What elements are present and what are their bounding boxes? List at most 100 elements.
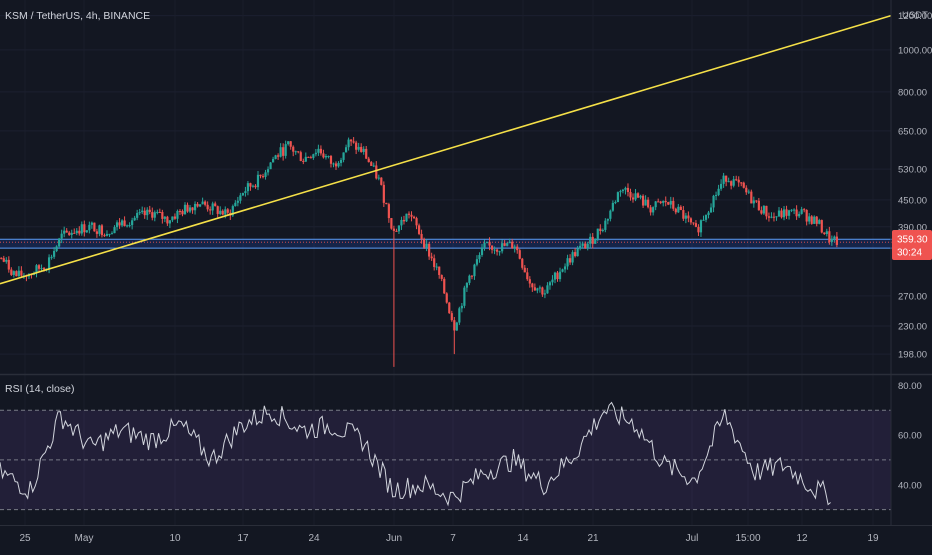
time-tick-label: 17 bbox=[237, 533, 249, 544]
price-axis[interactable]: 1200.00 1000.00 800.00 650.00 530.00 450.00 39… bbox=[898, 11, 932, 360]
candle-down bbox=[173, 216, 177, 219]
candle-up bbox=[17, 270, 20, 277]
candle-up bbox=[712, 195, 715, 208]
candle-up bbox=[808, 216, 811, 222]
candle-down bbox=[15, 271, 18, 277]
candle-down bbox=[78, 230, 81, 234]
candle-up bbox=[699, 220, 703, 233]
trendline bbox=[0, 14, 892, 285]
candle-down bbox=[42, 268, 46, 270]
candle-down bbox=[599, 228, 602, 231]
candle-down bbox=[488, 241, 491, 246]
candle-up bbox=[120, 220, 124, 226]
candle-up bbox=[513, 246, 516, 249]
candle-up bbox=[128, 225, 131, 227]
candle-up bbox=[455, 322, 458, 331]
candle-down bbox=[765, 205, 768, 217]
time-tick-label: Jun bbox=[386, 533, 402, 544]
candle-up bbox=[498, 251, 501, 253]
time-axis[interactable]: 25 May 10 17 24 Jun 7 14 21 Jul 15:00 12 19 bbox=[19, 533, 879, 544]
candle-down bbox=[395, 230, 398, 232]
candle-down bbox=[385, 202, 388, 205]
candle-up bbox=[818, 220, 821, 224]
candle-up bbox=[480, 247, 484, 255]
candle-down bbox=[591, 236, 594, 244]
candle-down bbox=[299, 152, 302, 161]
candle-down bbox=[407, 213, 411, 215]
candle-down bbox=[214, 203, 217, 207]
candle-down bbox=[186, 204, 189, 212]
candle-up bbox=[163, 216, 166, 219]
candle-down bbox=[375, 165, 378, 179]
candle-up bbox=[553, 272, 557, 280]
candle-up bbox=[284, 144, 287, 156]
candle-up bbox=[579, 245, 582, 249]
candle-down bbox=[307, 156, 310, 158]
candle-up bbox=[634, 193, 637, 200]
candle-up bbox=[483, 242, 486, 248]
candle-down bbox=[191, 207, 194, 211]
candle-down bbox=[352, 141, 355, 143]
candle-up bbox=[548, 282, 552, 286]
price-pane[interactable] bbox=[0, 14, 932, 367]
last-price-badge-bg bbox=[892, 230, 932, 260]
candle-up bbox=[543, 293, 547, 295]
candle-up bbox=[105, 233, 109, 236]
candle-down bbox=[823, 232, 826, 235]
candle-up bbox=[362, 148, 365, 152]
candle-down bbox=[503, 243, 506, 246]
candle-up bbox=[98, 225, 101, 234]
candle-up bbox=[231, 206, 234, 216]
candle-up bbox=[611, 202, 614, 211]
rsi-title[interactable]: RSI (14, close) bbox=[5, 383, 74, 395]
candle-up bbox=[813, 216, 816, 224]
price-tick-label: 530.00 bbox=[898, 165, 927, 176]
candle-down bbox=[334, 163, 338, 167]
axes bbox=[0, 0, 932, 526]
candle-up bbox=[493, 249, 496, 251]
candle-up bbox=[63, 230, 66, 234]
candle-down bbox=[322, 153, 325, 158]
candle-down bbox=[443, 278, 446, 294]
candle-down bbox=[365, 148, 368, 159]
rsi-pane[interactable] bbox=[0, 401, 891, 511]
candle-down bbox=[828, 231, 831, 242]
candle-up bbox=[652, 207, 655, 213]
countdown-label: 30:24 bbox=[897, 248, 922, 259]
candle-up bbox=[113, 227, 116, 234]
symbol-title[interactable]: KSM / TetherUS, 4h, BINANCE bbox=[5, 10, 150, 22]
candle-down bbox=[767, 216, 771, 218]
candle-up bbox=[256, 174, 260, 188]
candle-down bbox=[740, 182, 743, 184]
candle-down bbox=[428, 243, 431, 257]
candle-down bbox=[490, 245, 494, 250]
candle-down bbox=[433, 258, 436, 267]
candle-up bbox=[40, 268, 43, 270]
candle-up bbox=[460, 305, 463, 309]
candle-up bbox=[115, 222, 119, 228]
rsi-tick-label: 40.00 bbox=[898, 480, 922, 491]
candle-up bbox=[654, 201, 657, 208]
candle-up bbox=[108, 233, 111, 235]
candle-up bbox=[563, 266, 567, 270]
candle-down bbox=[438, 266, 441, 275]
candle-down bbox=[370, 162, 373, 166]
candle-down bbox=[725, 175, 728, 182]
candle-down bbox=[20, 270, 23, 276]
candle-down bbox=[636, 193, 640, 198]
candle-up bbox=[342, 152, 345, 160]
candle-up bbox=[85, 230, 88, 233]
candle-up bbox=[176, 210, 179, 219]
candle-up bbox=[171, 216, 174, 221]
candle-down bbox=[815, 216, 818, 224]
candle-down bbox=[282, 147, 285, 156]
candle-up bbox=[601, 229, 604, 231]
candle-up bbox=[264, 172, 267, 177]
candle-up bbox=[168, 220, 171, 224]
candle-up bbox=[12, 271, 15, 275]
last-price-badge: 359.30 30:24 bbox=[892, 230, 932, 260]
candle-up bbox=[347, 139, 350, 148]
candle-up bbox=[332, 163, 335, 165]
